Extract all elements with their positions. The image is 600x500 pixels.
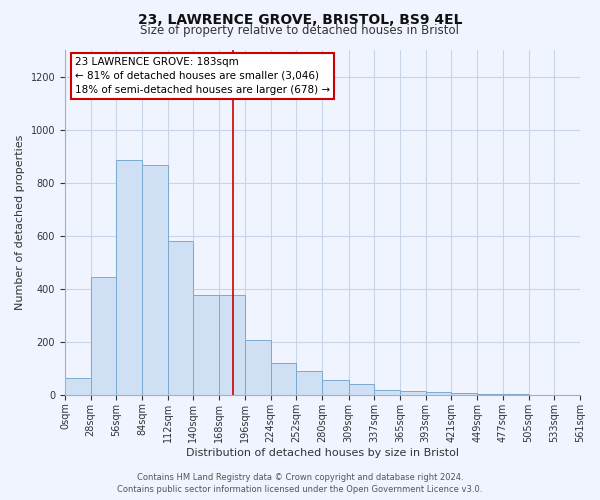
Bar (296, 371, 322, 395)
Bar (116, 160, 142, 395)
Text: Contains HM Land Registry data © Crown copyright and database right 2024.
Contai: Contains HM Land Registry data © Crown c… (118, 472, 482, 494)
Bar (503, 394, 529, 395)
Bar (271, 363, 296, 395)
Bar (477, 394, 503, 395)
Bar (219, 296, 245, 395)
Bar (193, 296, 219, 395)
Bar (168, 241, 193, 395)
Bar (426, 392, 451, 395)
Bar (142, 166, 168, 395)
Text: 23 LAWRENCE GROVE: 183sqm
← 81% of detached houses are smaller (3,046)
18% of se: 23 LAWRENCE GROVE: 183sqm ← 81% of detac… (75, 57, 331, 95)
Bar (245, 340, 271, 395)
Bar (451, 394, 477, 395)
Bar (91, 277, 116, 395)
Bar (400, 391, 426, 395)
Bar (374, 390, 400, 395)
Bar (349, 384, 374, 395)
Text: Size of property relative to detached houses in Bristol: Size of property relative to detached ho… (140, 24, 460, 37)
Y-axis label: Number of detached properties: Number of detached properties (15, 134, 25, 310)
X-axis label: Distribution of detached houses by size in Bristol: Distribution of detached houses by size … (186, 448, 459, 458)
Bar (65, 378, 91, 395)
Bar (322, 380, 349, 395)
Text: 23, LAWRENCE GROVE, BRISTOL, BS9 4EL: 23, LAWRENCE GROVE, BRISTOL, BS9 4EL (138, 12, 462, 26)
